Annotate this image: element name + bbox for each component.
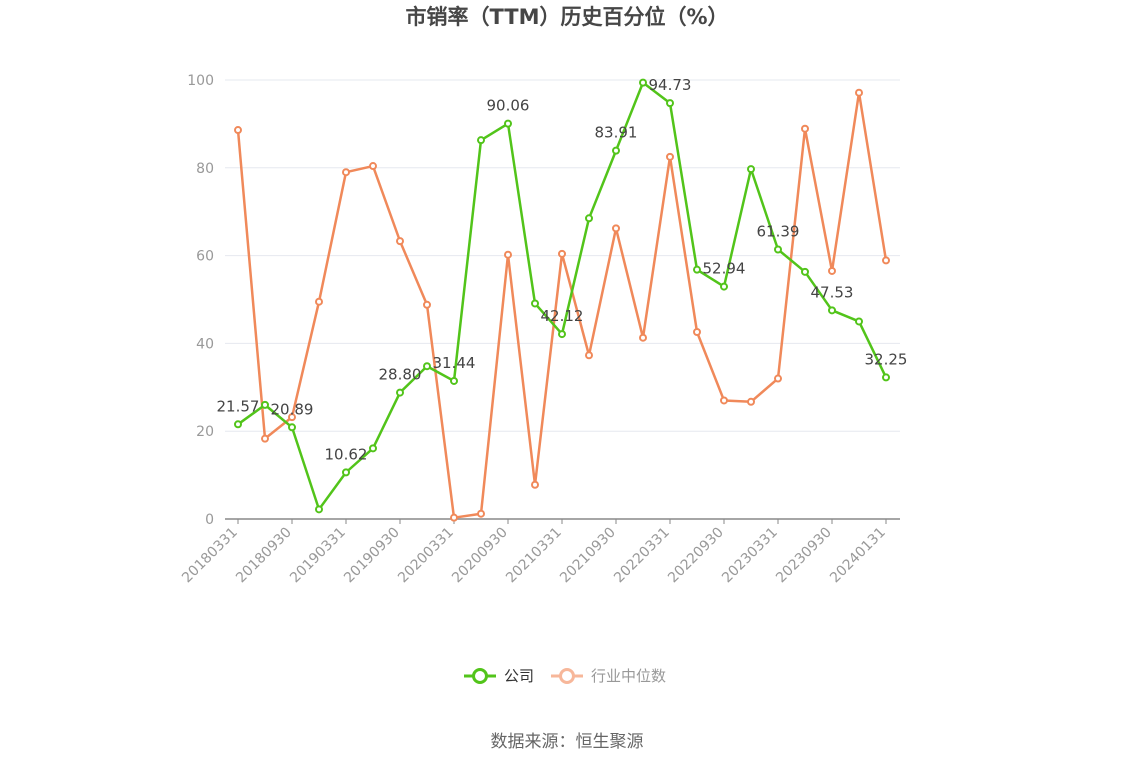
legend-industry-label: 行业中位数	[591, 667, 666, 685]
x-tick-label-20210930: 20210930	[557, 525, 619, 587]
legend-company-label: 公司	[504, 667, 534, 685]
legend-company-circle-icon	[472, 668, 488, 684]
legend-industry-circle-icon	[559, 668, 575, 684]
data-point-company-3	[315, 505, 323, 514]
data-point-company-16	[666, 99, 674, 108]
data-point-company-17	[693, 265, 701, 274]
legend: 公司 行业中位数	[464, 667, 666, 685]
x-tick-label-20230331: 20230331	[719, 525, 781, 587]
data-point-industry-22	[828, 266, 836, 275]
data-point-industry-2	[288, 413, 296, 422]
chart-title: 市销率（TTM）历史百分位（%）	[405, 5, 728, 29]
data-point-company-21	[801, 267, 809, 276]
data-label-2: 20.89	[271, 400, 314, 418]
data-point-industry-20	[774, 374, 782, 383]
x-tick-label-20220331: 20220331	[611, 525, 673, 587]
data-point-industry-9	[477, 509, 485, 518]
x-tick-label-20180930: 20180930	[233, 525, 295, 587]
data-point-company-1	[261, 400, 269, 409]
data-point-company-2	[288, 423, 296, 432]
data-point-company-5	[369, 444, 377, 453]
data-label-18: 52.94	[703, 260, 746, 278]
axis-layer: 0 20 40 60 80 100 2018033120180930201903312019…	[179, 73, 900, 586]
data-point-industry-18	[720, 396, 728, 405]
data-label-20: 61.39	[757, 222, 800, 240]
x-tick-label-20210331: 20210331	[503, 525, 565, 587]
data-point-company-24	[882, 373, 890, 382]
data-point-industry-7	[423, 300, 431, 309]
x-tick-label-20220930: 20220930	[665, 525, 727, 587]
data-point-industry-4	[342, 168, 350, 177]
data-point-company-12	[558, 330, 566, 339]
data-label-16: 94.73	[649, 76, 692, 94]
legend-item-industry[interactable]: 行业中位数	[551, 667, 666, 685]
data-label-24: 32.25	[865, 350, 908, 368]
data-point-company-11	[531, 299, 539, 308]
data-point-company-8	[450, 376, 458, 385]
data-label-14: 83.91	[595, 124, 638, 142]
data-point-industry-11	[531, 480, 539, 489]
data-point-industry-15	[639, 333, 647, 342]
data-point-industry-3	[315, 297, 323, 306]
data-label-6: 28.80	[379, 366, 422, 384]
x-tick-label-20200331: 20200331	[395, 525, 457, 587]
x-tick-label-20180331: 20180331	[179, 525, 241, 587]
data-label-10: 90.06	[487, 97, 530, 115]
data-point-company-15	[639, 78, 647, 87]
data-point-company-4	[342, 468, 350, 477]
data-point-company-7	[423, 362, 431, 371]
y-tick-label-20: 20	[196, 424, 214, 440]
data-point-industry-16	[666, 152, 674, 161]
data-point-company-6	[396, 388, 404, 397]
y-tick-label-80: 80	[196, 161, 214, 177]
y-tick-label-60: 60	[196, 249, 214, 265]
data-point-industry-13	[585, 351, 593, 360]
y-tick-label-40: 40	[196, 336, 214, 352]
data-label-4: 10.62	[325, 445, 368, 463]
x-tick-label-20190331: 20190331	[287, 525, 349, 587]
data-point-company-23	[855, 317, 863, 326]
y-tick-label-0: 0	[205, 512, 214, 528]
data-label-22: 47.53	[811, 283, 854, 301]
data-point-company-18	[720, 282, 728, 291]
source-note: 数据来源：恒生聚源	[491, 732, 644, 752]
y-tick-label-100: 100	[187, 73, 214, 89]
data-label-12: 42.12	[541, 307, 584, 325]
data-point-company-13	[585, 214, 593, 223]
data-point-company-9	[477, 136, 485, 145]
data-label-8: 31.44	[433, 354, 476, 372]
data-point-industry-17	[693, 327, 701, 336]
data-point-company-22	[828, 306, 836, 315]
x-tick-label-20230930: 20230930	[773, 525, 835, 587]
data-point-industry-12	[558, 249, 566, 258]
data-point-industry-19	[747, 397, 755, 406]
data-point-industry-23	[855, 88, 863, 97]
data-point-industry-0	[234, 126, 242, 135]
data-point-industry-21	[801, 124, 809, 133]
data-label-0: 21.57	[217, 397, 260, 415]
data-point-industry-10	[504, 250, 512, 259]
data-point-company-14	[612, 146, 620, 155]
data-label-layer: 21.57 20.89 10.62 28.80 31.44 90.06 42.12 83.91…	[217, 76, 908, 463]
data-point-industry-1	[261, 434, 269, 443]
data-point-company-0	[234, 420, 242, 429]
data-point-company-20	[774, 245, 782, 254]
x-tick-label-20240131: 20240131	[827, 525, 889, 587]
series-layer	[234, 78, 890, 522]
data-point-industry-8	[450, 513, 458, 522]
data-point-industry-14	[612, 224, 620, 233]
x-tick-label-20190930: 20190930	[341, 525, 403, 587]
legend-item-company[interactable]: 公司	[464, 667, 534, 685]
data-point-company-10	[504, 119, 512, 128]
data-point-industry-6	[396, 237, 404, 246]
x-tick-label-20200930: 20200930	[449, 525, 511, 587]
data-point-industry-5	[369, 162, 377, 171]
data-point-industry-24	[882, 256, 890, 265]
data-point-company-19	[747, 165, 755, 174]
